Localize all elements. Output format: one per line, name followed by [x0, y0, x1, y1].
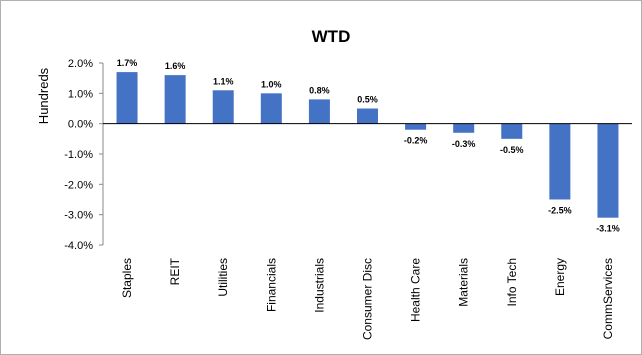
chart-title: WTD: [312, 27, 351, 46]
bar-info-tech: [501, 123, 523, 139]
bar-financials: [260, 93, 282, 124]
data-label: 1.0%: [261, 79, 282, 89]
bar-materials: [453, 123, 475, 133]
data-label: -0.3%: [452, 139, 476, 149]
data-labels: 1.7% 1.6% 1.1% 1.0% 0.8% 0.5% -0.2% -0.3% -0.5% -…: [117, 58, 620, 234]
x-tick-label: Staples: [120, 258, 134, 298]
data-label: -3.1%: [596, 224, 620, 234]
bar-series: [116, 72, 619, 218]
y-tick-label: 1.0%: [68, 88, 93, 100]
data-label: 1.6%: [165, 61, 186, 71]
y-axis-label: Hundreds: [36, 67, 51, 124]
x-tick-label: Materials: [457, 258, 471, 307]
y-tick-label: -4.0%: [64, 240, 93, 252]
data-label: 0.5%: [357, 95, 378, 105]
bar-consumer-disc: [357, 108, 378, 124]
x-tick-label: Industrials: [312, 258, 326, 313]
y-tick-label: -2.0%: [64, 179, 93, 191]
x-tick-label: Consumer Disc: [361, 258, 375, 340]
data-label: -0.2%: [404, 136, 428, 146]
data-label: -2.5%: [548, 206, 572, 216]
x-tick-label: Info Tech: [505, 258, 519, 306]
data-label: -0.5%: [500, 145, 524, 155]
x-tick-label: REIT: [168, 257, 182, 285]
bar-utilities: [212, 90, 234, 124]
bar-commservices: [597, 123, 619, 218]
x-tick-label: Utilities: [216, 258, 230, 297]
x-axis-tick-labels: Staples REIT Utilities Financials Industrial…: [120, 257, 615, 340]
bar-staples: [116, 72, 138, 124]
bar-energy: [549, 123, 571, 200]
y-tick-label: -1.0%: [64, 149, 93, 161]
data-label: 0.8%: [309, 85, 330, 95]
y-tick-label: 0.0%: [68, 119, 93, 131]
bar-industrials: [308, 99, 330, 124]
data-label: 1.7%: [117, 58, 138, 68]
x-tick-label: Energy: [553, 258, 567, 296]
x-tick-label: CommServices: [601, 258, 615, 339]
x-tick-label: Health Care: [409, 258, 423, 322]
bar-health-care: [405, 123, 427, 130]
y-tick-label: 2.0%: [68, 58, 93, 70]
y-axis-ticks: -4.0% -3.0% -2.0% -1.0% 0.0% 1.0% 2.0%: [64, 58, 103, 252]
bar-reit: [164, 75, 186, 124]
data-label: 1.1%: [213, 76, 234, 86]
y-tick-label: -3.0%: [64, 210, 93, 222]
x-tick-label: Financials: [264, 258, 278, 312]
